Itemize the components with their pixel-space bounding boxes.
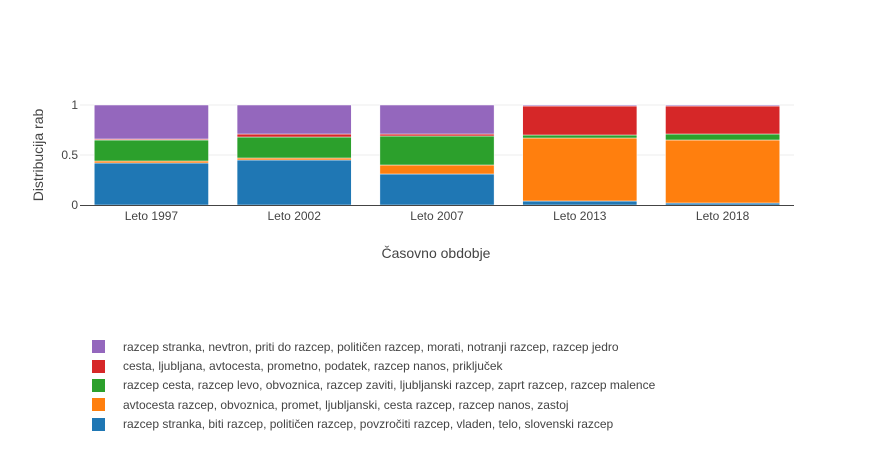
bar-segment xyxy=(236,157,352,161)
y-axis-title: Distribucija rab xyxy=(30,108,46,201)
bars xyxy=(94,104,780,206)
bar-segment xyxy=(522,105,638,136)
bar-segment xyxy=(236,133,352,138)
legend-swatch xyxy=(92,378,105,392)
bar-segment xyxy=(236,104,352,135)
bar-segment xyxy=(94,160,209,164)
bar-segment xyxy=(94,104,209,140)
y-tick-label: 0.5 xyxy=(61,148,78,162)
bar-segment xyxy=(236,136,352,159)
legend-item[interactable]: cesta, ljubljana, avtocesta, prometno, p… xyxy=(92,356,662,375)
x-tick-label: Leto 1997 xyxy=(125,209,179,223)
legend-swatch xyxy=(92,417,105,431)
bar-segment xyxy=(522,200,638,206)
legend-swatch xyxy=(92,398,105,412)
legend-label: avtocesta razcep, obvoznica, promet, lju… xyxy=(123,397,569,412)
x-axis-title: Časovno obdobje xyxy=(382,245,491,261)
bar-segment xyxy=(522,134,638,139)
bar-segment xyxy=(379,173,495,206)
bar-segment xyxy=(522,137,638,202)
x-tick-label: Leto 2002 xyxy=(268,209,322,223)
bar-segment xyxy=(665,105,780,135)
bar-segment xyxy=(665,139,780,204)
bar-segment xyxy=(379,164,495,175)
bar-segment xyxy=(379,104,495,135)
x-tick-label: Leto 2013 xyxy=(553,209,607,223)
bar-segment xyxy=(94,162,209,206)
legend-swatch xyxy=(92,340,105,354)
legend-item[interactable]: razcep cesta, razcep levo, obvoznica, ra… xyxy=(92,376,662,395)
legend-label: razcep cesta, razcep levo, obvoznica, ra… xyxy=(123,378,656,393)
y-tick-label: 0 xyxy=(71,198,78,212)
bar-segment xyxy=(236,159,352,206)
legend-label: razcep stranka, biti razcep, političen r… xyxy=(123,417,614,432)
bar-segment xyxy=(94,139,209,162)
bar-segment xyxy=(665,202,780,206)
bar-segment xyxy=(665,133,780,141)
bar-segment xyxy=(665,104,780,107)
legend: razcep stranka, nevtron, priti do razcep… xyxy=(92,337,662,434)
bar-segment xyxy=(522,104,638,107)
legend-item[interactable]: avtocesta razcep, obvoznica, promet, lju… xyxy=(92,395,662,414)
legend-item[interactable]: razcep stranka, biti razcep, političen r… xyxy=(92,415,662,434)
legend-label: razcep stranka, nevtron, priti do razcep… xyxy=(123,339,619,354)
y-axis-ticks: 00.51 xyxy=(61,98,78,212)
x-axis-ticks: Leto 1997 Leto 2002 Leto 2007 Leto 2013 Leto… xyxy=(125,209,750,223)
legend-label: cesta, ljubljana, avtocesta, prometno, p… xyxy=(123,359,503,374)
legend-item[interactable]: razcep stranka, nevtron, priti do razcep… xyxy=(92,337,662,356)
bar-segment xyxy=(379,135,495,166)
x-tick-label: Leto 2018 xyxy=(696,209,750,223)
bar-segment xyxy=(379,133,495,137)
legend-swatch xyxy=(92,359,105,373)
y-tick-label: 1 xyxy=(71,98,78,112)
x-tick-label: Leto 2007 xyxy=(410,209,464,223)
